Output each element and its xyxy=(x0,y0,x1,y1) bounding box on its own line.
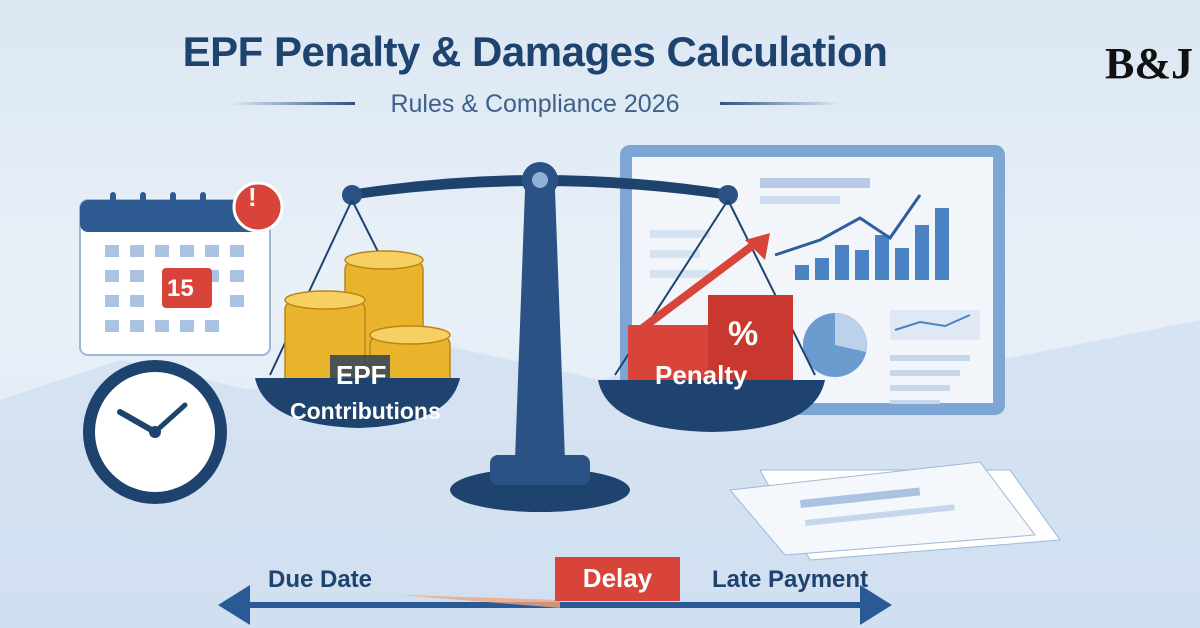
calendar-icon xyxy=(79,192,271,356)
rising-arrow-icon xyxy=(637,236,763,334)
subtitle-rule-left xyxy=(230,102,355,105)
brand-logo: B&J xyxy=(1105,39,1193,88)
alert-icon xyxy=(232,181,284,233)
page-title: EPF Penalty & Damages Calculation xyxy=(182,28,888,75)
right-pan xyxy=(598,380,825,432)
late-payment-label: Late Payment xyxy=(712,566,869,593)
left-pan xyxy=(255,378,460,428)
delay-badge: Delay xyxy=(555,557,680,601)
contributions-label: Contributions xyxy=(290,398,441,424)
due-date-label: Due Date xyxy=(268,566,373,593)
documents-icon xyxy=(729,461,1061,561)
bar-chart-icon xyxy=(795,208,949,280)
timeline-arrow xyxy=(218,585,892,625)
page-subtitle: Rules & Compliance 2026 xyxy=(390,90,680,118)
dashboard-screen xyxy=(620,145,1005,415)
calendar-date: 15 xyxy=(167,275,194,302)
exclamation-icon: ! xyxy=(248,182,257,212)
clock-icon xyxy=(83,360,227,504)
epf-label: EPF xyxy=(336,360,387,390)
coin-stacks-icon xyxy=(284,250,451,391)
percent-icon: % xyxy=(728,315,759,353)
balance-scale xyxy=(269,162,816,512)
penalty-label: Penalty xyxy=(655,360,748,390)
